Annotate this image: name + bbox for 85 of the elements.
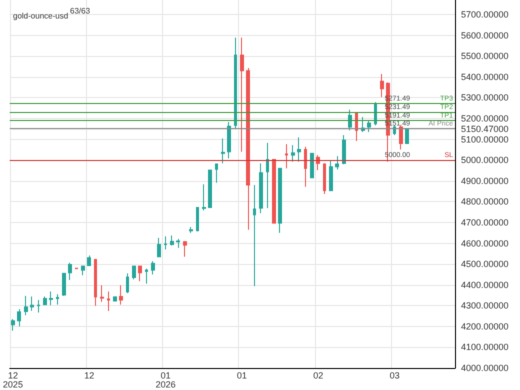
candlestick [329, 160, 333, 192]
candlestick [100, 284, 104, 302]
candlestick [132, 265, 136, 280]
candlestick [30, 296, 34, 312]
candlestick [240, 37, 244, 152]
y-tick-label: 5150.47000 [461, 124, 509, 134]
candlestick [37, 300, 40, 313]
candlestick [196, 206, 199, 232]
x-tick-label: 02 [313, 370, 324, 380]
candlestick [323, 162, 326, 194]
y-tick-label: 5400.00000 [461, 72, 509, 82]
candlestick [68, 262, 72, 281]
candlestick [56, 294, 59, 306]
candlestick [189, 226, 193, 234]
y-tick-label: 4800.00000 [461, 196, 509, 207]
candlestick [367, 120, 371, 133]
y-tick-label: 4600.00000 [461, 238, 509, 248]
candlestick [94, 258, 97, 306]
candlestick [151, 260, 155, 275]
y-tick-label: 4100.00000 [461, 342, 509, 352]
candlestick [49, 290, 53, 306]
y-tick-label: 5600.00000 [461, 30, 509, 40]
candlestick [304, 146, 307, 188]
y-tick-label: 4200.00000 [461, 321, 509, 332]
candlestick [17, 308, 21, 327]
candlestick [342, 134, 346, 165]
candlestick [138, 265, 142, 282]
candlestick [157, 237, 161, 258]
candlestick [380, 74, 384, 98]
candlestick [183, 240, 187, 258]
candlestick [119, 284, 123, 306]
candlestick [266, 142, 269, 209]
y-tick-label: 4700.00000 [461, 217, 509, 228]
y-tick-label: 5700.00000 [461, 10, 509, 20]
candlestick [176, 238, 180, 248]
candlestick [399, 124, 403, 150]
candlestick [355, 112, 358, 142]
candlestick [107, 290, 110, 312]
candlestick [278, 167, 282, 234]
candlestick [285, 144, 288, 169]
candlestick [259, 162, 263, 214]
candlestick [81, 265, 85, 276]
candlestick [126, 272, 129, 294]
candlestick [246, 67, 250, 230]
annotation: 63/63 [70, 6, 91, 16]
y-tick-label: 5000.00000 [461, 155, 509, 166]
y-tick-label: 4900.00000 [461, 176, 509, 186]
candlestick [87, 255, 91, 267]
y-tick-label: 5100.00000 [461, 134, 509, 144]
y-tick-label: 4300.00000 [461, 300, 509, 311]
candlestick [202, 184, 206, 211]
x-tick-label: 03 [390, 370, 400, 380]
x-tick-label: 12 2025 [2, 370, 23, 390]
candlestick [75, 267, 78, 270]
candlestick [145, 268, 148, 284]
candlestick [215, 164, 218, 184]
candlestick [227, 122, 231, 159]
candlestick [272, 158, 276, 224]
candlestick [170, 235, 174, 246]
y-tick-label: 4500.00000 [461, 259, 509, 270]
y-tick-label: 5300.00000 [461, 92, 509, 103]
candlestick [297, 136, 301, 162]
candlestick [253, 184, 256, 287]
y-tick-label: 4000.00000 [461, 363, 509, 373]
candlestick [335, 156, 339, 170]
candlestick [405, 128, 409, 144]
candlestick [234, 37, 237, 129]
y-tick-label: 5200.00000 [461, 114, 509, 124]
candlestick [208, 170, 212, 208]
x-tick-label: 01 [236, 370, 247, 380]
text: gold-ounce-usd [13, 12, 68, 20]
candlestick [62, 272, 66, 296]
candlestick [113, 296, 117, 302]
candlestick [11, 318, 15, 332]
candlestick [221, 138, 225, 164]
x-tick-label: 01 2026 [156, 370, 176, 390]
candlestick [348, 109, 352, 131]
candlestick [24, 295, 28, 316]
y-tick-label: 5500.00000 [461, 51, 509, 62]
candlestick [164, 236, 167, 250]
candlestick [310, 152, 314, 179]
x-tick-label: 12 [84, 370, 94, 380]
candlestick [291, 144, 295, 162]
y-tick-label: 4400.00000 [461, 280, 509, 290]
candlestick [43, 296, 47, 306]
